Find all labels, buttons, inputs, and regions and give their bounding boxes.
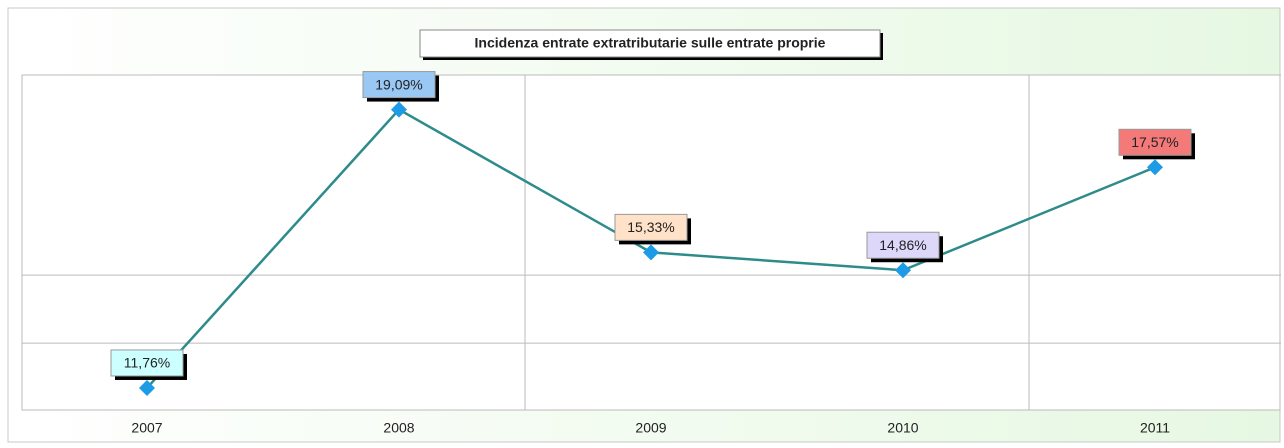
x-tick-label: 2008: [383, 420, 414, 436]
x-tick-label: 2007: [131, 420, 162, 436]
x-tick-label: 2011: [1140, 420, 1170, 436]
value-label: 11,76%: [124, 355, 170, 371]
point-marker: [895, 262, 911, 279]
value-label-box: [1118, 128, 1192, 156]
title-box: [419, 29, 881, 58]
point-marker: [1147, 159, 1163, 176]
point-marker: [391, 101, 407, 118]
value-label: 19,09%: [375, 76, 422, 92]
value-label-box: [110, 349, 184, 377]
x-tick-label: 2010: [887, 420, 918, 436]
chart-title: Incidenza entrate extratributarie sulle …: [475, 35, 826, 51]
x-tick-label: 2009: [635, 420, 666, 436]
value-label: 17,57%: [1131, 134, 1178, 150]
value-label: 15,33%: [627, 219, 674, 235]
value-label-box: [614, 213, 688, 241]
value-label-box: [362, 71, 436, 99]
point-marker: [643, 244, 659, 261]
value-label: 14,86%: [879, 237, 926, 253]
point-marker: [139, 379, 155, 396]
value-label-box: [866, 231, 940, 259]
